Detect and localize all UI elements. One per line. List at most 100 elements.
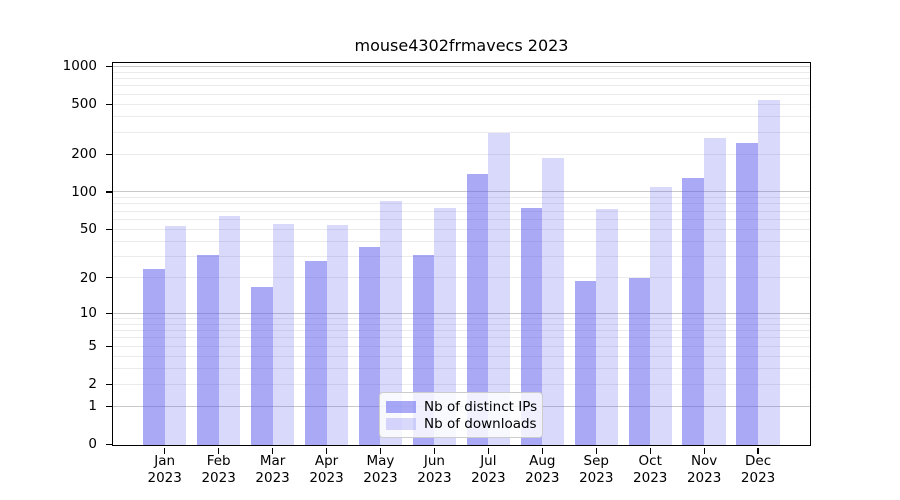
x-axis-tick-label: Jan 2023 bbox=[137, 453, 193, 487]
x-axis-tick-label: Feb 2023 bbox=[191, 453, 247, 487]
minor-gridline bbox=[113, 85, 810, 87]
y-axis-tick bbox=[105, 383, 112, 385]
bar-distinct-ips-jan bbox=[143, 268, 165, 445]
y-axis-tick bbox=[105, 191, 112, 193]
minor-gridline bbox=[113, 383, 810, 385]
x-axis-tick-label: Jul 2023 bbox=[460, 453, 516, 487]
x-axis-tick-label: Jun 2023 bbox=[406, 453, 462, 487]
bar-distinct-ips-oct bbox=[628, 278, 651, 445]
minor-gridline bbox=[113, 103, 810, 105]
legend-label-distinct-ips: Nb of distinct IPs bbox=[424, 399, 538, 416]
x-axis-tick-label: Nov 2023 bbox=[676, 453, 732, 487]
bar-distinct-ips-apr bbox=[304, 260, 327, 445]
x-tick-month: Oct bbox=[638, 453, 662, 469]
bar-downloads-feb bbox=[218, 215, 241, 445]
minor-gridline bbox=[113, 240, 810, 242]
x-tick-month: Sep bbox=[583, 453, 609, 469]
y-axis-tick-label: 5 bbox=[88, 338, 97, 355]
bar-distinct-ips-sep bbox=[574, 281, 597, 445]
x-axis-tick bbox=[649, 447, 651, 454]
x-tick-year: 2023 bbox=[471, 470, 506, 486]
legend-item-distinct-ips: Nb of distinct IPs bbox=[386, 399, 538, 416]
bar-downloads-nov bbox=[704, 138, 726, 445]
minor-gridline bbox=[113, 355, 810, 357]
y-axis-tick bbox=[105, 312, 112, 314]
y-axis-tick bbox=[105, 277, 112, 279]
y-axis-tick-label: 200 bbox=[71, 146, 97, 163]
legend: Nb of distinct IPs Nb of downloads bbox=[379, 392, 543, 438]
bar-distinct-ips-aug bbox=[520, 208, 543, 445]
y-axis-tick bbox=[105, 345, 112, 347]
x-axis-tick bbox=[703, 447, 705, 454]
bar-distinct-ips-jul bbox=[466, 174, 489, 445]
y-axis-tick-label: 0 bbox=[88, 436, 97, 453]
chart-title: mouse4302frmavecs 2023 bbox=[354, 36, 569, 55]
minor-gridline bbox=[113, 203, 810, 205]
x-tick-year: 2023 bbox=[255, 470, 290, 486]
bar-downloads-jun bbox=[434, 208, 457, 445]
minor-gridline bbox=[113, 78, 810, 80]
minor-gridline bbox=[113, 323, 810, 325]
y-axis-tick-label: 1000 bbox=[62, 58, 97, 75]
y-axis-tick-label: 100 bbox=[71, 183, 97, 200]
major-gridline bbox=[113, 65, 810, 67]
bar-distinct-ips-feb bbox=[196, 255, 219, 445]
bar-downloads-apr bbox=[326, 224, 349, 445]
x-tick-month: Jun bbox=[423, 453, 445, 469]
x-axis-tick-label: Apr 2023 bbox=[299, 453, 355, 487]
x-tick-month: Nov bbox=[690, 453, 718, 469]
bar-distinct-ips-nov bbox=[682, 178, 705, 445]
y-axis-tick-label: 1 bbox=[88, 398, 97, 415]
minor-gridline bbox=[113, 317, 810, 319]
x-tick-month: Jul bbox=[480, 453, 497, 469]
minor-gridline bbox=[113, 255, 810, 257]
minor-gridline bbox=[113, 337, 810, 339]
y-axis-tick-label: 500 bbox=[71, 96, 97, 113]
minor-gridline bbox=[113, 71, 810, 73]
x-axis-tick bbox=[164, 447, 166, 454]
bar-downloads-jan bbox=[164, 225, 187, 445]
x-axis-tick bbox=[271, 447, 274, 454]
major-gridline bbox=[113, 312, 810, 314]
x-tick-year: 2023 bbox=[740, 470, 776, 486]
x-axis-tick bbox=[541, 447, 543, 454]
x-axis-tick bbox=[433, 447, 436, 454]
x-axis-tick-label: Dec 2023 bbox=[730, 453, 786, 487]
bar-downloads-mar bbox=[272, 223, 295, 445]
y-axis-tick-label: 10 bbox=[79, 305, 97, 322]
x-tick-year: 2023 bbox=[363, 470, 398, 486]
major-gridline bbox=[113, 191, 810, 193]
minor-gridline bbox=[113, 228, 810, 230]
x-tick-month: Feb bbox=[206, 453, 231, 469]
legend-item-downloads: Nb of downloads bbox=[386, 415, 537, 433]
y-axis-tick bbox=[105, 443, 112, 446]
x-tick-month: May bbox=[366, 453, 395, 469]
x-tick-year: 2023 bbox=[201, 470, 236, 486]
x-axis-tick bbox=[595, 447, 597, 454]
y-axis-tick-label: 20 bbox=[79, 269, 97, 286]
legend-label-downloads: Nb of downloads bbox=[424, 415, 537, 432]
x-tick-month: Jan bbox=[154, 453, 176, 469]
x-tick-year: 2023 bbox=[417, 470, 452, 486]
x-axis-tick-label: Oct 2023 bbox=[622, 453, 678, 487]
bar-downloads-may bbox=[380, 200, 403, 445]
x-tick-year: 2023 bbox=[686, 470, 722, 486]
x-tick-year: 2023 bbox=[579, 470, 614, 486]
x-tick-month: Mar bbox=[259, 453, 286, 469]
plot-area: 0 1 2 5 10 20 50 100 200 500 1000 Jan 2023 Feb 2023 Mar… bbox=[63, 59, 811, 486]
bar-downloads-aug bbox=[542, 157, 564, 445]
legend-swatch-downloads-icon bbox=[386, 417, 416, 430]
minor-gridline bbox=[113, 115, 810, 117]
minor-gridline bbox=[113, 210, 810, 212]
bar-downloads-jul bbox=[488, 132, 511, 445]
x-tick-year: 2023 bbox=[633, 470, 668, 486]
y-axis-tick bbox=[105, 153, 112, 155]
bar-downloads-sep bbox=[596, 209, 618, 445]
x-axis-tick bbox=[757, 447, 759, 454]
x-axis-tick-label: May 2023 bbox=[352, 453, 408, 487]
minor-gridline bbox=[113, 153, 810, 155]
minor-gridline bbox=[113, 345, 810, 347]
bar-distinct-ips-may bbox=[358, 247, 381, 445]
x-axis-tick-label: Aug 2023 bbox=[514, 453, 570, 487]
